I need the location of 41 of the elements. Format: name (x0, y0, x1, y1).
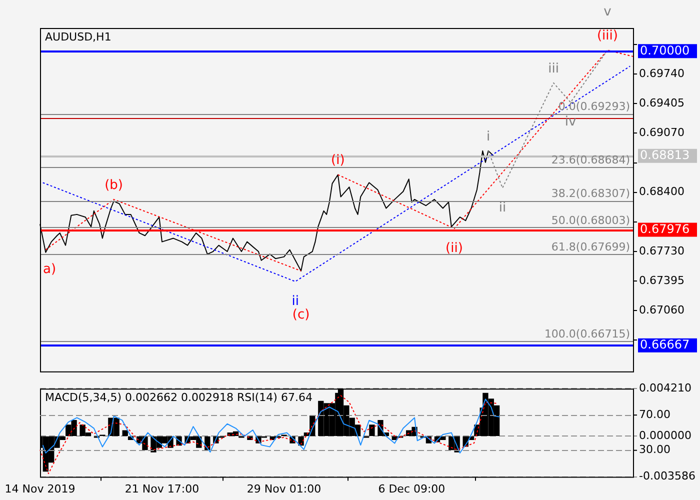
data-label: iii (548, 61, 559, 76)
data-label: (iii) (596, 28, 618, 44)
bar (122, 430, 128, 436)
y-tick-label: 0.68400 (639, 185, 684, 198)
data-label: i (486, 129, 490, 144)
data-label: (b) (104, 178, 123, 193)
y-tick-label: -0.003586 (639, 470, 696, 483)
ref-line-label: 0.70000 (640, 43, 690, 58)
chart-title: AUDUSD,H1 (45, 30, 112, 44)
x-tick-label: 14 Nov 2019 (4, 482, 76, 496)
ref-line-label: 23.6(0.68684) (551, 154, 630, 167)
data-label: a) (42, 262, 56, 278)
data-label: iv (564, 114, 577, 130)
data-label: ii (292, 294, 299, 309)
bar (369, 424, 375, 436)
data-label: (i) (331, 153, 345, 168)
data-label: ii (498, 200, 506, 216)
data-label: (ii) (446, 240, 463, 256)
chart-title: MACD(5,34,5) 0.002662 0.002918 RSI(14) 67.64 (45, 390, 312, 404)
y-tick-label: 0.69405 (639, 96, 684, 110)
data-label: (c) (292, 307, 310, 322)
y-tick-label: 0.004210 (639, 381, 692, 394)
y-tick-label: 0.67395 (639, 274, 684, 287)
data-label: v (604, 4, 612, 20)
y-tick-label: 0.69740 (639, 66, 684, 80)
ref-line-label: 38.2(0.68307) (551, 186, 630, 200)
ref-line-label: 61.8(0.67699) (551, 240, 630, 254)
ref-line-label: 0.66667 (640, 337, 690, 352)
ref-line-label: 50.0(0.68003) (551, 214, 630, 227)
ref-line-label: 100.0(0.66715) (544, 327, 630, 340)
y-tick-label: 0.000000 (639, 429, 692, 442)
ref-line-label: 0.68813 (640, 148, 690, 162)
x-tick-label: 21 Nov 17:00 (124, 482, 200, 496)
y-tick-label: 0.67060 (639, 304, 684, 317)
x-tick-label: 6 Dec 09:00 (378, 482, 446, 496)
y-tick-label: 0.67730 (639, 244, 684, 258)
ref-line-label: 0.67976 (640, 222, 690, 236)
y-tick-label: 0.69070 (639, 126, 684, 140)
y2-tick-label: 70.00 (639, 408, 670, 421)
y2-tick-label: 30.00 (639, 443, 670, 456)
x-tick-label: 29 Nov 01:00 (246, 482, 322, 496)
